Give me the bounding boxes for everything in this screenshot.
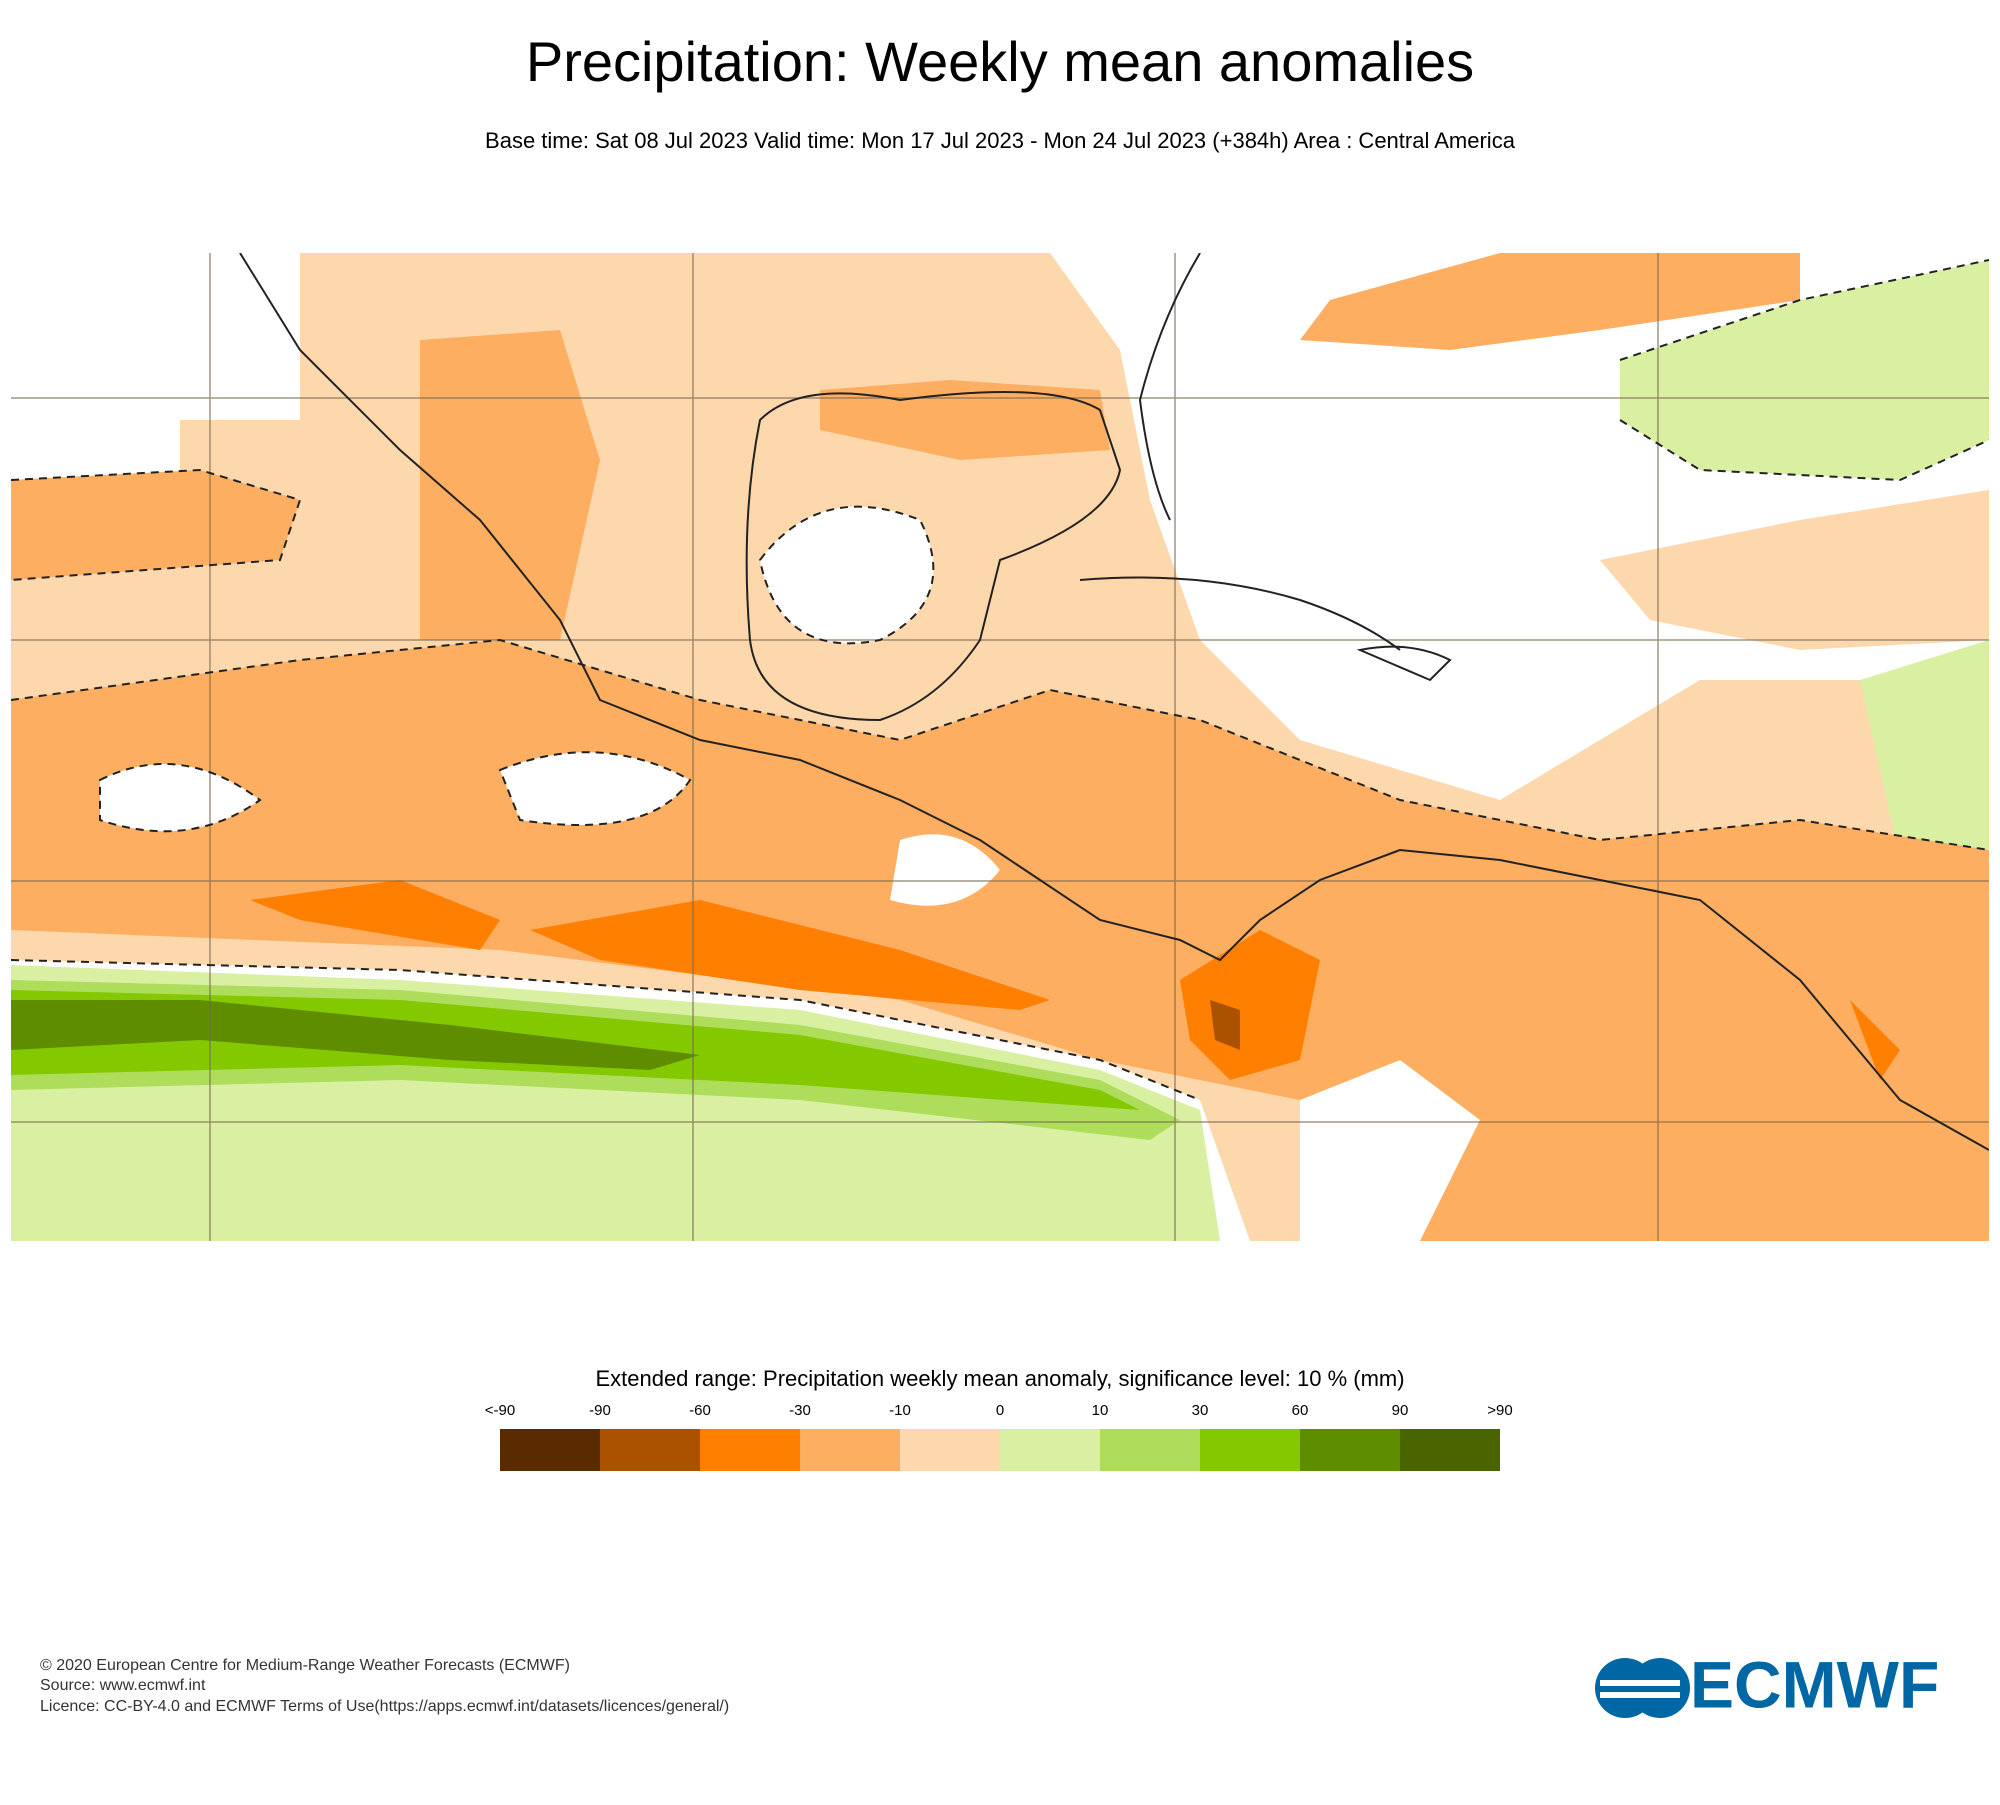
legend-label: 0 xyxy=(996,1402,1004,1419)
coastline xyxy=(239,253,1989,1151)
legend-label: -30 xyxy=(789,1402,811,1419)
gulf-coast xyxy=(745,391,1122,722)
legend-swatch xyxy=(1300,1429,1400,1471)
logo-mark xyxy=(1630,1658,1690,1718)
neutral-area xyxy=(890,834,1000,906)
logo-stripe xyxy=(1600,1680,1680,1686)
florida-coast xyxy=(1138,253,1201,521)
legend-label: >90 xyxy=(1487,1402,1512,1419)
footer: © 2020 European Centre for Medium-Range … xyxy=(40,1657,729,1715)
anomaly-area xyxy=(11,1000,700,1070)
footer-line: © 2020 European Centre for Medium-Range … xyxy=(40,1657,570,1674)
logo-text: ECMWF xyxy=(1690,1647,1939,1721)
legend-label: -90 xyxy=(589,1402,611,1419)
legend-swatch xyxy=(700,1429,800,1471)
neutral-area xyxy=(760,506,934,644)
legend-swatch xyxy=(800,1429,900,1471)
neutral-area xyxy=(1300,1060,1480,1241)
subtitle: Base time: Sat 08 Jul 2023 Valid time: M… xyxy=(485,128,1516,153)
cuba-coast xyxy=(1079,576,1401,651)
anomaly-area xyxy=(1860,640,1989,880)
anomaly-area xyxy=(820,380,1110,460)
legend: <-90 -90 -60 -30 -10 0 10 30 60 90 >90 xyxy=(485,1402,1513,1471)
logo: ECMWF xyxy=(1595,1647,1939,1721)
legend-label: 30 xyxy=(1192,1402,1209,1419)
legend-swatch xyxy=(500,1429,600,1471)
neutral-area xyxy=(100,764,260,832)
anomaly-area xyxy=(1600,490,1989,650)
neutral-area xyxy=(500,752,690,825)
anomaly-area xyxy=(420,330,600,640)
map xyxy=(11,253,1989,1241)
footer-line: Source: www.ecmwf.int xyxy=(40,1677,206,1694)
legend-swatch xyxy=(1100,1429,1200,1471)
graticule xyxy=(11,253,1989,1241)
anomaly-area xyxy=(530,900,1050,1010)
significance-contours xyxy=(11,259,1989,1101)
legend-label: 10 xyxy=(1092,1402,1109,1419)
logo-stripe xyxy=(1600,1692,1680,1698)
anomaly-area xyxy=(1850,1000,1900,1080)
title: Precipitation: Weekly mean anomalies xyxy=(526,30,1474,93)
legend-label: 90 xyxy=(1392,1402,1409,1419)
legend-label: 60 xyxy=(1292,1402,1309,1419)
anomaly-area xyxy=(250,880,500,950)
legend-swatch xyxy=(600,1429,700,1471)
anomaly-area xyxy=(11,640,1989,1241)
legend-label: -60 xyxy=(689,1402,711,1419)
legend-label: <-90 xyxy=(485,1402,515,1419)
legend-label: -10 xyxy=(889,1402,911,1419)
legend-swatch xyxy=(900,1429,1000,1471)
anomaly-area xyxy=(1300,253,1800,350)
footer-line: Licence: CC-BY-4.0 and ECMWF Terms of Us… xyxy=(40,1698,729,1715)
hispaniola-coast xyxy=(1356,645,1452,682)
anomaly-area xyxy=(1210,1000,1240,1050)
legend-title: Extended range: Precipitation weekly mea… xyxy=(595,1366,1404,1391)
legend-swatch xyxy=(1400,1429,1500,1471)
anomaly-area xyxy=(11,470,300,580)
legend-swatch xyxy=(1000,1429,1100,1471)
legend-swatch xyxy=(1200,1429,1300,1471)
anomaly-area xyxy=(1620,260,1989,480)
anomaly-area xyxy=(1180,930,1320,1080)
